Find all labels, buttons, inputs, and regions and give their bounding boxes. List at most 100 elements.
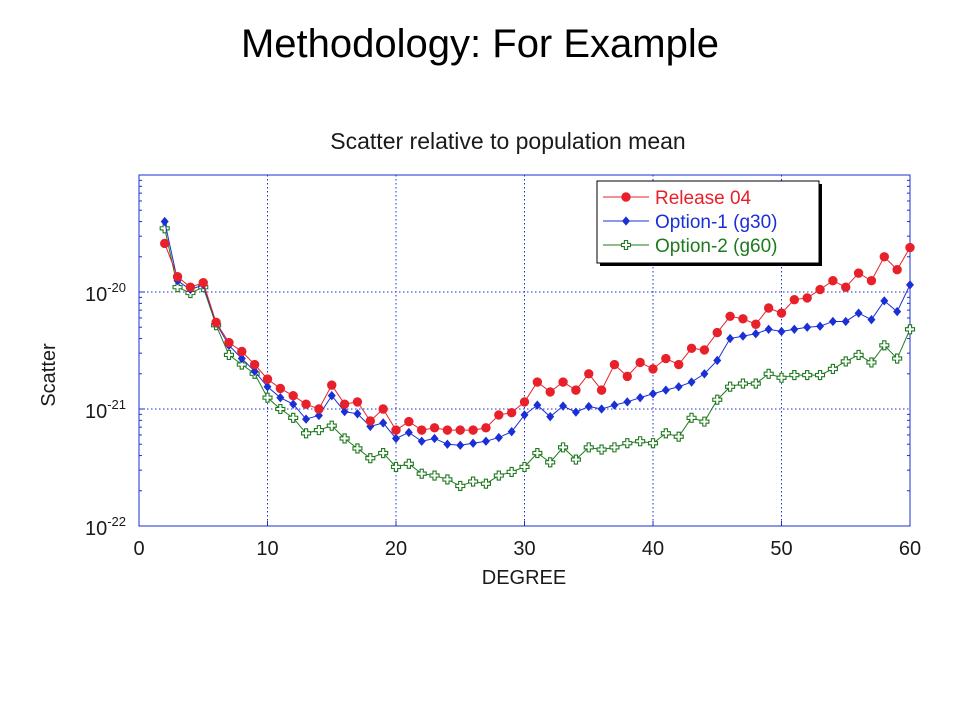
data-point [853,349,864,360]
data-point [429,470,440,481]
data-point [211,317,221,328]
data-point [456,440,465,450]
data-point [327,391,336,401]
data-point [198,278,208,288]
data-point [391,425,401,435]
data-point [469,438,478,448]
data-point [570,454,581,465]
data-point [879,340,890,351]
data-point [276,393,285,403]
data-point [584,401,593,412]
data-point [545,387,555,397]
data-point [236,359,247,370]
data-point [737,378,749,389]
data-point [429,423,440,433]
data-point [905,242,915,253]
data-point [288,390,298,401]
data-point [417,425,427,435]
data-point [647,438,659,449]
data-point [583,442,594,453]
data-point [506,407,517,418]
data-point [686,343,697,354]
legend-marker [620,239,632,251]
data-point [443,439,452,449]
data-point [726,333,735,344]
data-point [622,438,633,449]
data-point [442,474,453,485]
data-point [416,468,427,479]
x-tick-label: 50 [770,538,792,560]
data-point [519,461,530,472]
data-point [584,369,594,379]
data-point [700,369,709,379]
data-point [649,389,657,399]
data-point [751,319,761,329]
data-point [507,427,516,437]
data-point [506,466,517,477]
data-point [455,480,466,491]
data-point [776,308,787,318]
data-point [494,410,504,420]
legend-marker [621,192,631,202]
data-point [623,397,632,407]
data-point [314,404,324,414]
data-point [223,349,234,360]
chart-title: Scatter relative to population mean [330,128,685,154]
data-point [275,403,286,415]
data-point [764,324,773,334]
data-point [557,442,569,453]
data-point [533,400,542,410]
data-point [892,353,903,364]
data-point [904,324,916,335]
data-point [480,478,492,489]
data-point [494,432,503,443]
data-point [546,412,555,422]
data-point [532,448,543,459]
data-point [802,293,812,303]
data-point [712,327,722,338]
data-point [636,393,645,403]
data-point [262,374,273,384]
legend-label: Option-1 (g30) [655,212,778,233]
data-point [841,316,850,327]
data-point [763,303,774,313]
data-point [249,359,260,370]
data-point [250,366,259,376]
data-point [160,216,169,227]
data-point [609,359,620,370]
x-tick-label: 60 [899,538,921,560]
data-point [339,433,350,444]
data-point [892,265,902,275]
slide-title: Methodology: For Example [240,22,719,66]
data-point [301,399,311,409]
data-point [687,377,696,387]
data-point [390,461,402,472]
x-tick-label: 20 [385,538,407,560]
data-point [558,377,568,387]
data-point [300,428,312,439]
data-point [493,470,504,481]
data-point [609,442,620,453]
data-point [313,425,324,436]
data-point [815,284,825,295]
data-point [275,383,286,394]
y-axis-ticks: 10-22 10-21 10-20 [85,179,910,540]
data-point [237,346,247,357]
data-point [661,385,670,395]
y-tick-label: 10-21 [85,397,126,423]
data-point [661,353,671,364]
data-point [803,322,812,332]
data-point [288,412,299,423]
data-point [648,364,658,374]
data-point [519,397,530,407]
data-point [571,407,580,417]
data-point [481,423,491,433]
legend-box [596,180,820,264]
data-point [712,394,723,405]
data-point [532,377,543,387]
x-axis-label: DEGREE [482,567,566,589]
data-point [814,370,826,381]
legend-label: Release 04 [655,188,752,209]
data-point [828,316,837,327]
data-point [853,268,864,278]
